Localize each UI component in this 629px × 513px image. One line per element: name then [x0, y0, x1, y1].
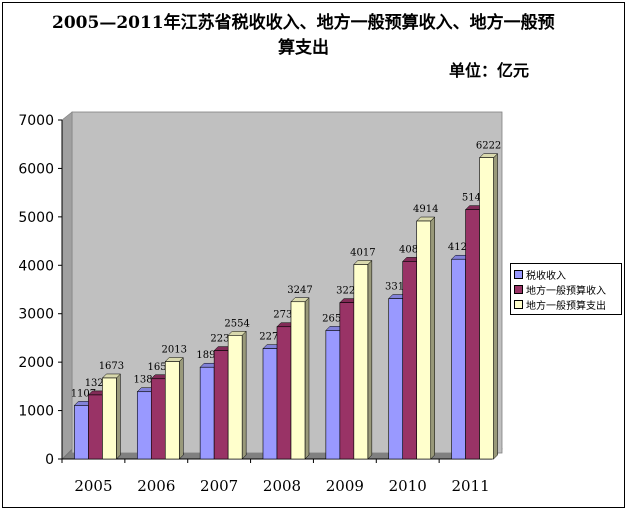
x-tick-label: 2011: [451, 477, 489, 495]
data-label: 1107: [71, 388, 96, 399]
y-tick-label: 1000: [18, 404, 54, 420]
data-label: 3247: [287, 285, 312, 296]
x-tick-label: 2005: [74, 477, 112, 495]
bar: [227, 335, 243, 460]
bar: [150, 378, 166, 460]
legend-item-expenditure: 地方一般预算支出: [514, 297, 621, 312]
legend-label-expenditure: 地方一般预算支出: [526, 301, 606, 312]
data-label: 4125: [448, 242, 473, 253]
bar: [276, 326, 292, 460]
unit-label: 单位：亿元: [449, 61, 530, 80]
legend-label-tax: 税收收入: [526, 271, 566, 282]
bar: [164, 361, 180, 460]
x-tick-label: 2010: [389, 477, 427, 495]
x-tick-label: 2009: [326, 477, 364, 495]
legend-item-revenue: 地方一般预算收入: [514, 282, 621, 297]
data-label: 1389: [134, 375, 159, 386]
bar: [199, 366, 215, 460]
bar: [262, 348, 278, 460]
data-label: 1657: [148, 362, 173, 373]
bar-side: [367, 259, 373, 460]
data-label: 4914: [413, 204, 438, 215]
bar-side: [493, 153, 498, 460]
y-tick-label: 7000: [18, 113, 54, 129]
data-label: 5149: [462, 193, 487, 204]
bar-side: [179, 356, 184, 460]
chart-title-line1: 2005—2011年江苏省税收收入、地方一般预算收入、地方一般预: [52, 13, 555, 33]
bar: [339, 302, 355, 460]
x-tick-label: 2007: [200, 477, 238, 495]
x-tick-label: 2008: [263, 477, 301, 495]
bar: [88, 394, 103, 460]
data-label: 4017: [350, 247, 375, 258]
data-label: 2731: [273, 310, 298, 321]
bar: [479, 157, 494, 460]
plot-side-wall: [61, 111, 73, 460]
legend-swatch-tax: [514, 270, 523, 279]
legend-label-revenue: 地方一般预算收入: [526, 286, 606, 297]
chart-title-line2: 算支出: [278, 38, 329, 58]
y-tick-label: 0: [45, 452, 54, 468]
bar: [353, 264, 369, 460]
data-label: 1673: [99, 361, 124, 372]
x-tick-label: 2006: [137, 477, 175, 495]
bar-side: [304, 297, 310, 460]
bar-side: [116, 373, 121, 460]
bar: [402, 261, 418, 460]
bar: [102, 377, 117, 460]
y-tick-label: 2000: [18, 355, 54, 371]
data-label: 2013: [162, 345, 187, 356]
data-label: 2554: [224, 318, 249, 329]
data-label: 2238: [210, 334, 235, 345]
legend-item-tax: 税收收入: [514, 267, 621, 282]
y-tick-label: 5000: [18, 210, 54, 226]
bar: [290, 301, 306, 460]
bar: [213, 350, 229, 460]
bar-side: [241, 330, 247, 460]
data-label: 1895: [196, 350, 221, 361]
legend: 税收收入 地方一般预算收入 地方一般预算支出: [510, 263, 622, 315]
bar: [465, 209, 480, 460]
legend-swatch-expenditure: [514, 300, 523, 309]
bar-side: [430, 216, 435, 460]
bar: [74, 405, 89, 460]
bar: [388, 298, 404, 460]
data-label: 1323: [85, 378, 110, 389]
data-label: 6222: [476, 141, 501, 152]
y-tick-label: 6000: [18, 161, 54, 177]
bar: [416, 220, 432, 460]
bar: [325, 330, 341, 460]
legend-swatch-revenue: [514, 285, 523, 294]
bar: [136, 391, 152, 460]
bar: [451, 258, 466, 460]
data-label: 4080: [399, 244, 424, 255]
data-label: 3229: [336, 286, 361, 297]
y-tick-label: 4000: [18, 258, 54, 274]
data-label: 3313: [385, 282, 410, 293]
data-label: 2655: [322, 313, 347, 324]
y-tick-label: 3000: [18, 307, 54, 323]
data-label: 2279: [259, 332, 284, 343]
